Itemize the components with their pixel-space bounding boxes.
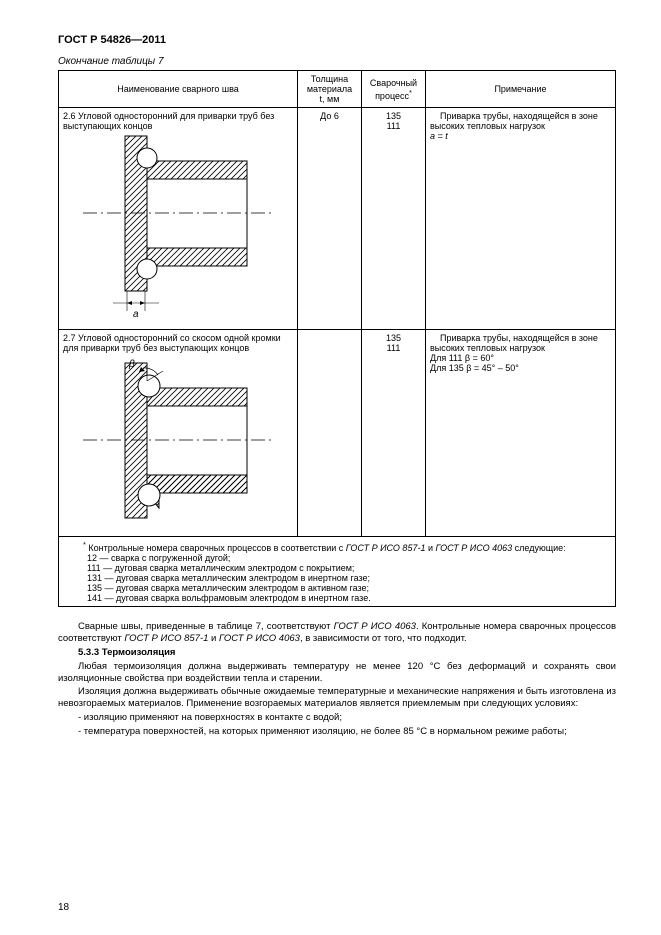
body-text: Сварные швы, приведенные в таблице 7, со… — [58, 621, 616, 738]
document-id-header: ГОСТ Р 54826—2011 — [58, 34, 616, 46]
cell-note: Приварка трубы, находящейся в зоне высок… — [426, 108, 616, 330]
weld-diagram-27: β — [63, 353, 283, 533]
th-note: Примечание — [426, 71, 616, 108]
cell-thickness: До 6 — [298, 108, 362, 330]
table-7-continuation: Наименование сварного шва Толщина матери… — [58, 70, 616, 607]
th-process: Сварочный процесс* — [362, 71, 426, 108]
cell-thickness — [298, 330, 362, 537]
cell-process: 135 111 — [362, 330, 426, 537]
cell-process: 135 111 — [362, 108, 426, 330]
table-row: 2.6 Угловой односторонний для приварки т… — [59, 108, 616, 330]
cell-note: Приварка трубы, находящейся в зоне высок… — [426, 330, 616, 537]
weld-diagram-26: a — [63, 131, 283, 326]
page-number: 18 — [58, 902, 69, 913]
svg-text:β: β — [128, 359, 135, 370]
heading-533: 5.3.3 Термоизоляция — [58, 647, 616, 659]
th-name: Наименование сварного шва — [59, 71, 298, 108]
table-row: 2.7 Угловой односторонний со скосом одно… — [59, 330, 616, 537]
svg-text:a: a — [133, 309, 139, 320]
th-thickness: Толщина материала t, мм — [298, 71, 362, 108]
table-footnote-row: * Контрольные номера сварочных процессов… — [59, 537, 616, 607]
row-title: 2.6 Угловой односторонний для приварки т… — [63, 111, 293, 131]
table-caption: Окончание таблицы 7 — [58, 56, 616, 67]
row-title: 2.7 Угловой односторонний со скосом одно… — [63, 333, 293, 353]
